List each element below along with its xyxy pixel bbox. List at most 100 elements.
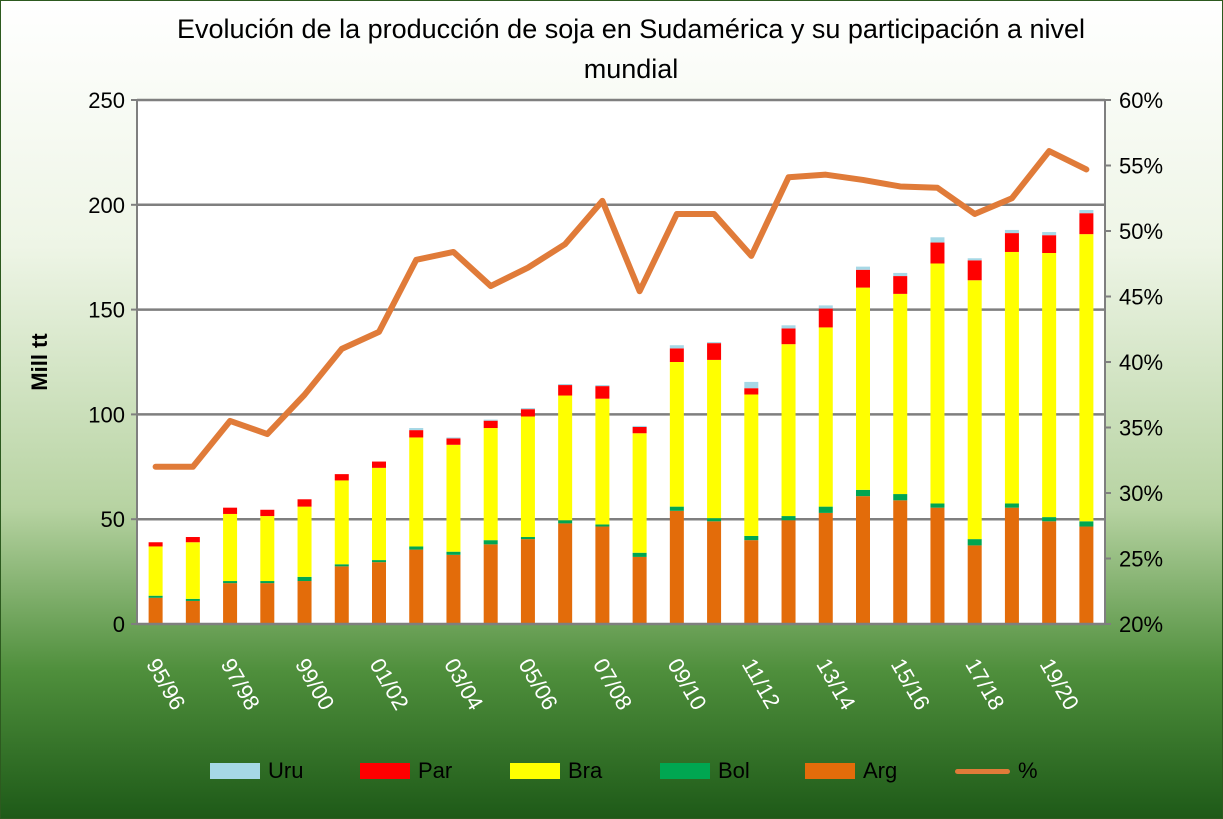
bar-bol-03-04 xyxy=(446,551,461,555)
bar-arg-10-11 xyxy=(707,521,722,624)
bar-par-07-08 xyxy=(595,386,610,399)
legend-swatch xyxy=(660,763,710,779)
bar-bra-16-17 xyxy=(930,263,945,504)
bar-bra-97-98 xyxy=(223,513,238,582)
bar-par-17-18 xyxy=(967,260,982,281)
bar-uru-17-18 xyxy=(967,258,982,261)
bar-arg-97-98 xyxy=(223,583,238,624)
bar-arg-18-19 xyxy=(1004,507,1019,624)
bar-bra-01-02 xyxy=(372,467,386,561)
bar-bra-99-00 xyxy=(297,506,312,577)
bar-arg-13-14 xyxy=(818,512,833,624)
x-tick-label: 99/00 xyxy=(290,654,339,714)
y-tick-label: 50 xyxy=(101,507,125,532)
bar-bra-96-97 xyxy=(185,542,200,599)
bar-arg-12-13 xyxy=(781,520,796,624)
legend-label: Uru xyxy=(268,758,304,783)
bar-bol-20-21 xyxy=(1079,521,1094,527)
bar-bol-12-13 xyxy=(781,516,796,521)
y2-tick-label: 30% xyxy=(1119,481,1163,506)
bar-arg-17-18 xyxy=(967,545,982,624)
bar-uru-05-06 xyxy=(520,408,535,410)
legend-label: Bra xyxy=(568,758,603,783)
bar-bol-16-17 xyxy=(930,503,945,508)
x-tick-label: 97/98 xyxy=(216,654,265,714)
bar-par-16-17 xyxy=(930,242,945,264)
bar-arg-20-21 xyxy=(1079,526,1094,624)
bar-par-96-97 xyxy=(185,537,200,543)
legend-label: % xyxy=(1018,758,1038,783)
y-tick-label: 250 xyxy=(88,88,125,113)
plot-area xyxy=(136,99,1106,625)
legend-label: Arg xyxy=(863,758,898,783)
bar-arg-08-09 xyxy=(632,556,647,624)
y2-tick-label: 55% xyxy=(1119,154,1163,179)
x-tick-label: 19/20 xyxy=(1035,654,1084,714)
bar-uru-20-21 xyxy=(1079,210,1094,214)
bar-bol-06-07 xyxy=(558,520,573,524)
bar-bol-19-20 xyxy=(1042,517,1057,522)
y2-tick-label: 20% xyxy=(1119,612,1163,637)
x-tick-label: 95/96 xyxy=(141,654,190,714)
legend-swatch xyxy=(805,763,855,779)
legend-item-bol: Bol xyxy=(660,755,750,787)
bar-bol-00-01 xyxy=(334,564,349,567)
bar-par-20-21 xyxy=(1079,213,1094,235)
legend-swatch xyxy=(510,763,560,779)
y2-tick-label: 25% xyxy=(1119,547,1163,572)
bar-uru-04-05 xyxy=(483,419,498,421)
bar-bol-09-10 xyxy=(669,506,684,511)
chart-title: Evolución de la producción de soja en Su… xyxy=(176,14,1086,84)
bar-arg-02-03 xyxy=(409,549,424,624)
bar-arg-03-04 xyxy=(446,554,461,624)
bar-bra-03-04 xyxy=(446,444,461,552)
bar-bra-95-96 xyxy=(148,546,163,596)
bar-bra-02-03 xyxy=(409,437,424,547)
x-tick-label: 13/14 xyxy=(811,654,860,714)
bar-uru-14-15 xyxy=(856,266,870,270)
legend-item-bra: Bra xyxy=(510,755,602,787)
y-tick-label: 200 xyxy=(88,193,125,218)
bar-par-12-13 xyxy=(781,328,796,345)
bar-par-99-00 xyxy=(297,499,312,507)
bar-uru-11-12 xyxy=(744,381,759,389)
legend-swatch xyxy=(360,763,410,779)
legend-line xyxy=(955,768,1010,774)
legend: Uru Par Bra Bol Arg% xyxy=(210,755,1110,787)
bar-uru-06-07 xyxy=(558,384,573,386)
bar-arg-16-17 xyxy=(930,507,945,624)
bar-par-02-03 xyxy=(409,430,424,438)
bar-uru-03-04 xyxy=(446,437,461,439)
bar-bol-02-03 xyxy=(409,546,424,550)
bar-arg-96-97 xyxy=(185,600,200,624)
bar-arg-95-96 xyxy=(148,597,163,624)
x-tick-label: 01/02 xyxy=(365,654,414,714)
bar-bol-04-05 xyxy=(483,540,498,545)
x-tick-label: 07/08 xyxy=(588,654,637,714)
bar-bra-08-09 xyxy=(632,433,647,553)
bar-uru-18-19 xyxy=(1004,229,1019,234)
x-tick-label: 09/10 xyxy=(663,654,712,714)
y-tick-label: 0 xyxy=(113,612,125,637)
bar-bra-09-10 xyxy=(669,362,684,507)
legend-label: Par xyxy=(418,758,453,783)
bar-bra-13-14 xyxy=(818,327,833,507)
bar-bol-11-12 xyxy=(744,535,759,541)
bar-bra-17-18 xyxy=(967,280,982,540)
bar-par-08-09 xyxy=(632,426,647,434)
bar-bra-14-15 xyxy=(856,287,870,490)
bar-bol-18-19 xyxy=(1004,503,1019,508)
y2-tick-label: 50% xyxy=(1119,219,1163,244)
bar-arg-11-12 xyxy=(744,540,759,624)
bar-arg-15-16 xyxy=(893,500,908,624)
x-tick-label: 03/04 xyxy=(439,654,488,714)
bar-par-15-16 xyxy=(893,276,908,294)
bar-bol-95-96 xyxy=(148,595,163,598)
bar-uru-16-17 xyxy=(930,237,945,243)
bar-uru-13-14 xyxy=(818,305,833,309)
bar-bol-17-18 xyxy=(967,539,982,546)
line-share-percent xyxy=(152,148,1090,470)
bar-arg-07-08 xyxy=(595,526,610,624)
bar-bra-07-08 xyxy=(595,398,610,525)
bar-par-06-07 xyxy=(558,385,573,396)
